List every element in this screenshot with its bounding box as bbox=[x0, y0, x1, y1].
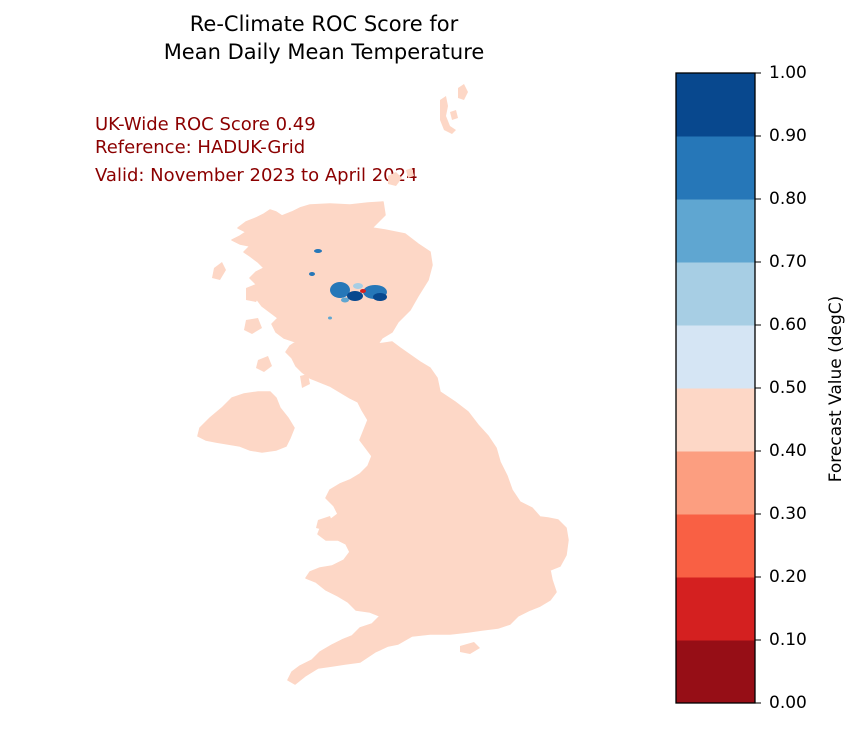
isle-of-wight-land bbox=[460, 642, 480, 654]
colorbar-tick-label: 0.00 bbox=[769, 693, 807, 713]
colorbar-tick-label: 0.10 bbox=[769, 630, 807, 650]
anomaly-patch bbox=[347, 291, 363, 301]
anomaly-patch bbox=[328, 316, 332, 320]
anomaly-patch bbox=[309, 272, 315, 276]
colorbar-bin bbox=[676, 388, 755, 452]
colorbar-bin bbox=[676, 262, 755, 326]
great-britain-land bbox=[231, 201, 569, 685]
mull-land bbox=[244, 318, 262, 334]
colorbar-bin bbox=[676, 325, 755, 389]
anglesey-land bbox=[316, 516, 334, 530]
anomaly-patch bbox=[314, 249, 322, 253]
colorbar-ticks bbox=[755, 72, 761, 704]
colorbar-tick-label: 0.40 bbox=[769, 441, 807, 461]
anomaly-patch bbox=[373, 293, 387, 301]
valid-period-text: Valid: November 2023 to April 2024 bbox=[95, 165, 418, 186]
colorbar-tick-label: 0.50 bbox=[769, 378, 807, 398]
colorbar-tick-label: 1.00 bbox=[769, 63, 807, 83]
land-area bbox=[197, 84, 569, 685]
orkney-land bbox=[388, 168, 414, 186]
shetland-land bbox=[440, 84, 468, 134]
anomaly-patch bbox=[353, 283, 363, 289]
colorbar-bin bbox=[676, 451, 755, 515]
colorbar-bin bbox=[676, 640, 755, 704]
title-line-2: Mean Daily Mean Temperature bbox=[163, 40, 485, 64]
roc-anomaly-cluster bbox=[309, 249, 387, 320]
anomaly-patch bbox=[360, 289, 366, 293]
colorbar-tick-label: 0.20 bbox=[769, 567, 807, 587]
colorbar-title: Forecast Value (degC) bbox=[826, 295, 846, 483]
anomaly-patch bbox=[341, 297, 349, 303]
colorbar-bins bbox=[676, 73, 755, 704]
colorbar-tick-label: 0.70 bbox=[769, 252, 807, 272]
arran-land bbox=[300, 374, 310, 388]
colorbar-bin bbox=[676, 136, 755, 200]
islay-land bbox=[256, 356, 272, 372]
western-isles-land bbox=[212, 262, 226, 280]
northern-ireland-land bbox=[197, 391, 295, 453]
uk-roc-score-text: UK-Wide ROC Score 0.49 bbox=[95, 114, 316, 135]
colorbar-tick-label: 0.30 bbox=[769, 504, 807, 524]
colorbar-bin bbox=[676, 199, 755, 263]
chart-title: Re-Climate ROC Score for Mean Daily Mean… bbox=[74, 10, 574, 66]
anomaly-patch bbox=[330, 282, 350, 298]
title-line-1: Re-Climate ROC Score for bbox=[189, 12, 459, 36]
colorbar-tick-label: 0.90 bbox=[769, 126, 807, 146]
colorbar-bin bbox=[676, 73, 755, 137]
skye-land bbox=[246, 284, 262, 302]
colorbar-tick-label: 0.60 bbox=[769, 315, 807, 335]
colorbar-bin bbox=[676, 577, 755, 641]
colorbar-tick-label: 0.80 bbox=[769, 189, 807, 209]
colorbar-bin bbox=[676, 514, 755, 578]
reference-text: Reference: HADUK-Grid bbox=[95, 137, 306, 158]
